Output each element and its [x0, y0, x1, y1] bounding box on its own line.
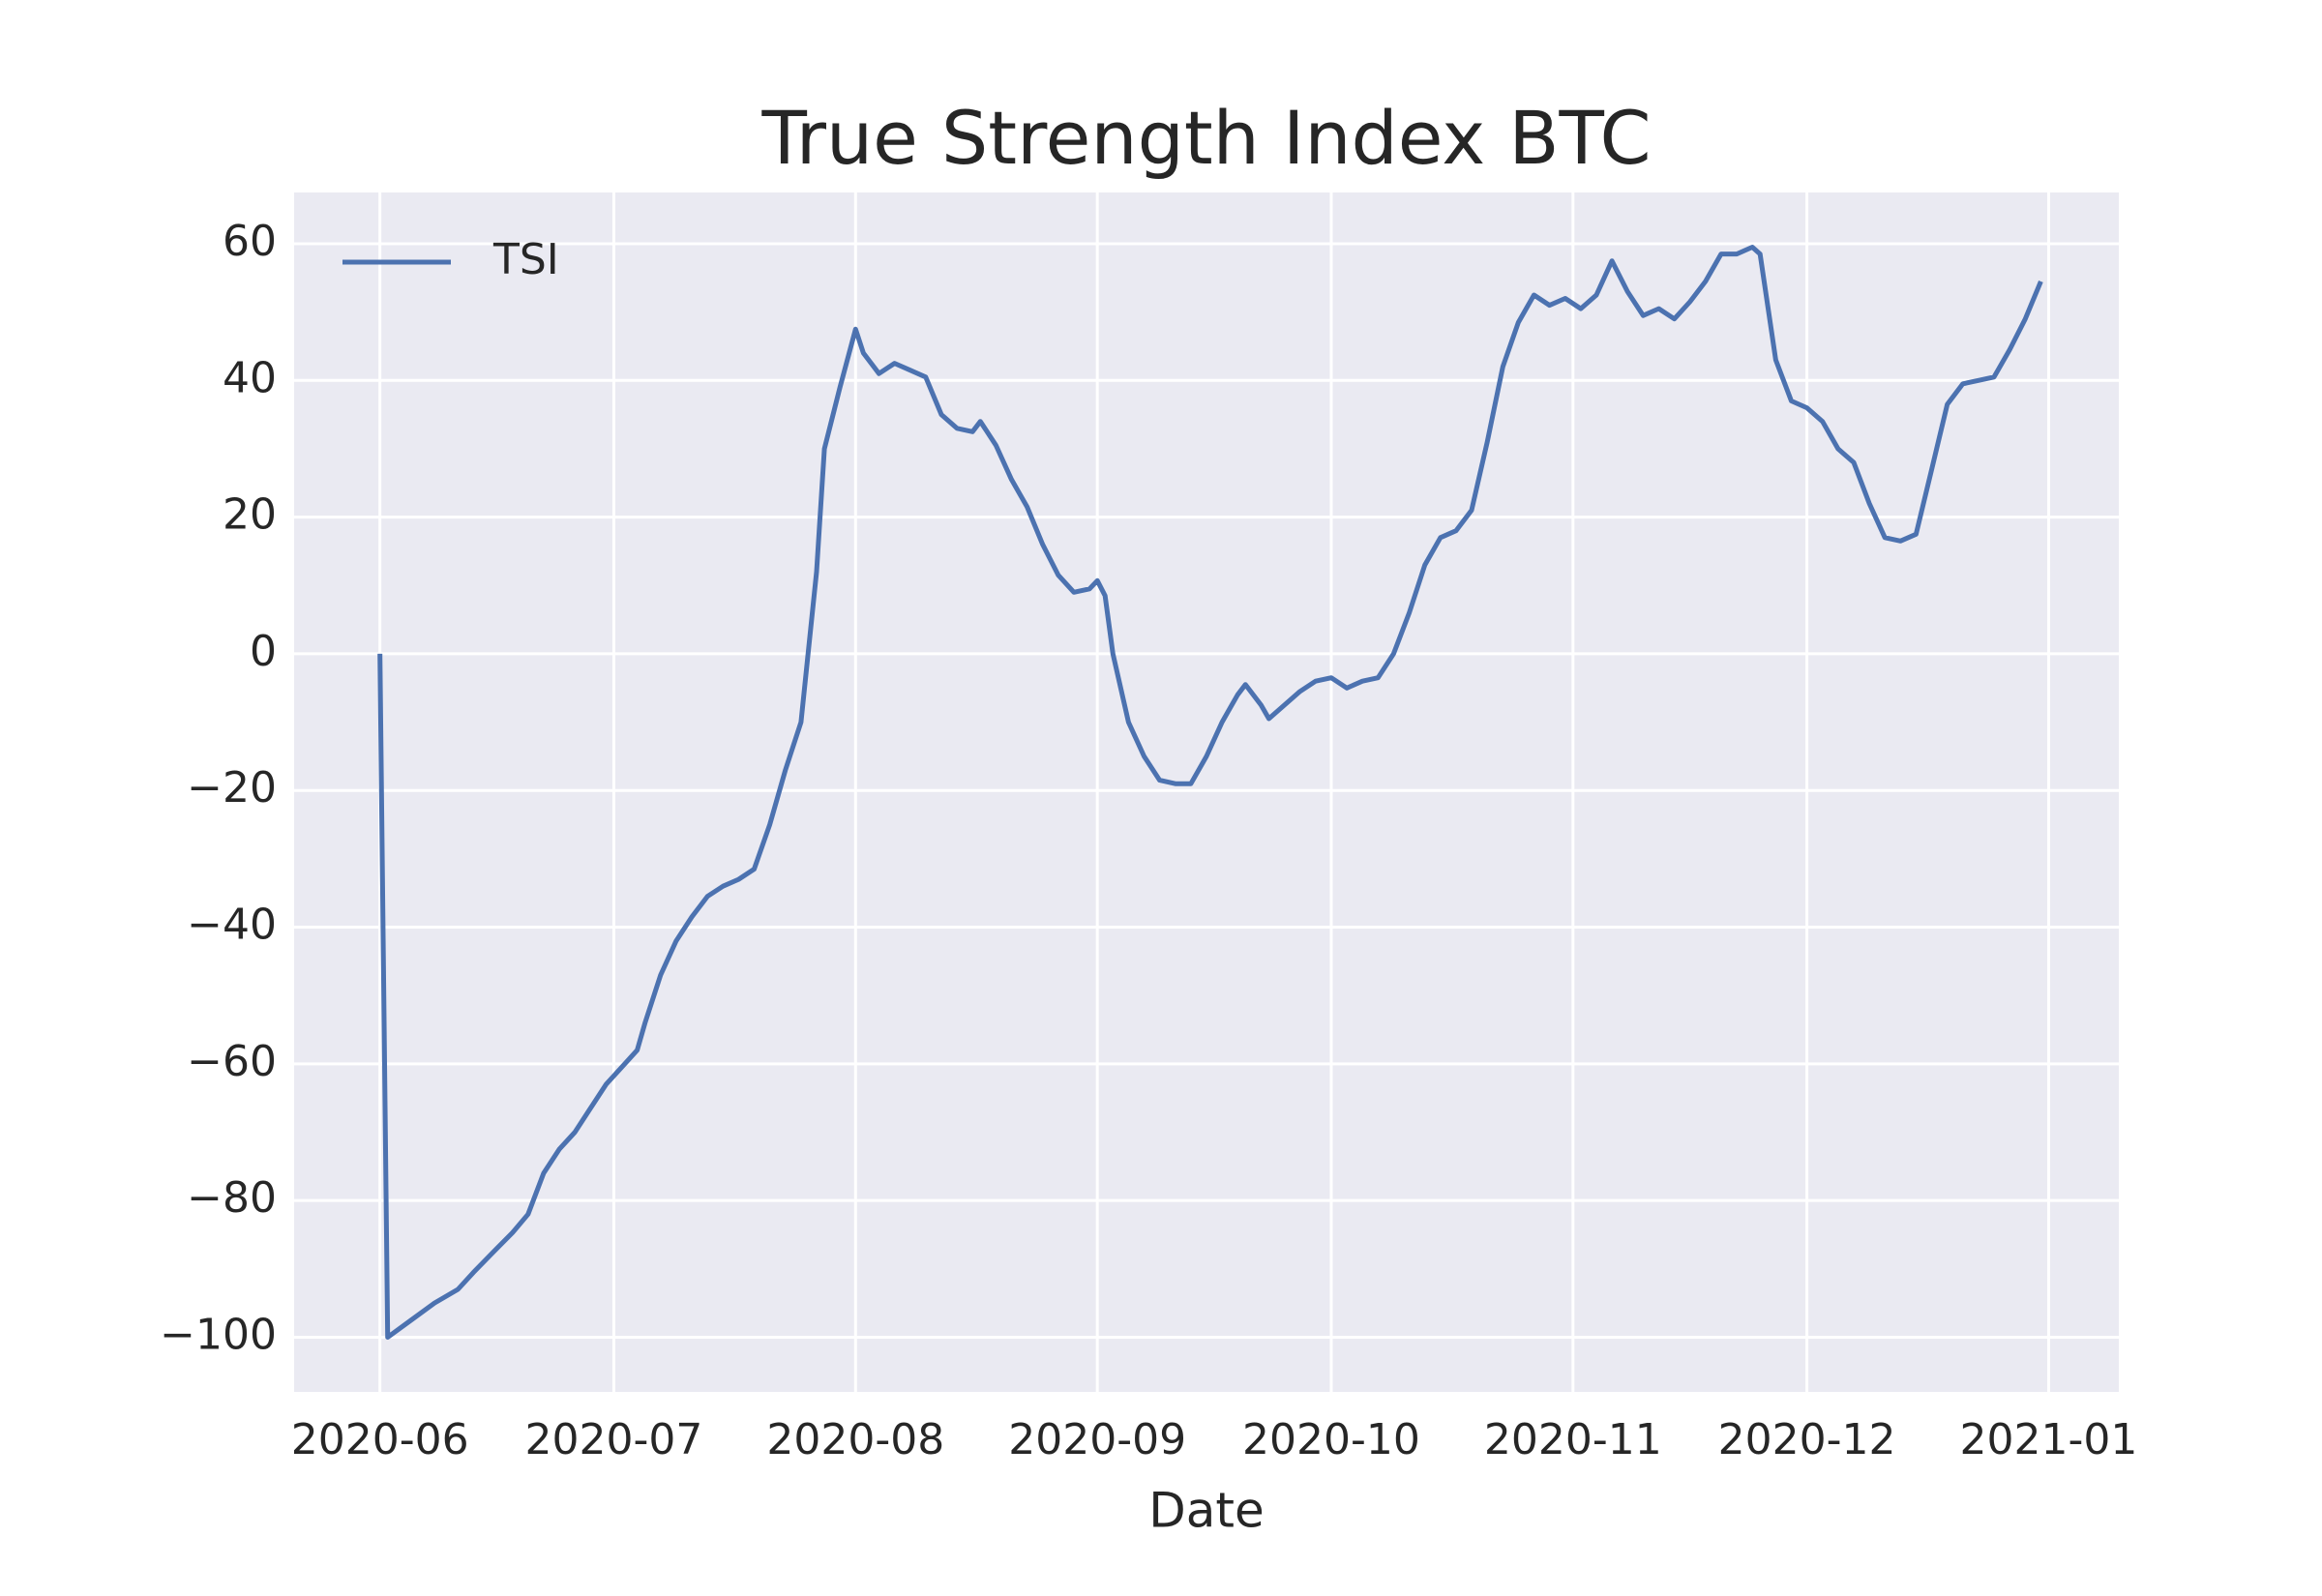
- y-tick-label: −20: [187, 763, 277, 813]
- y-tick-label: 60: [223, 217, 277, 266]
- x-tick-label: 2020-09: [1008, 1415, 1186, 1464]
- y-tick-label: −100: [160, 1310, 277, 1359]
- y-tick-label: 0: [250, 627, 277, 676]
- y-tick-label: 20: [223, 490, 277, 540]
- y-tick-label: −60: [187, 1037, 277, 1086]
- legend-label: TSI: [492, 235, 559, 284]
- x-axis-label: Date: [1148, 1483, 1265, 1539]
- y-tick-label: 40: [223, 353, 277, 402]
- x-tick-label: 2020-06: [291, 1415, 469, 1464]
- x-tick-label: 2020-07: [525, 1415, 703, 1464]
- y-tick-label: −80: [187, 1173, 277, 1223]
- chart-title: True Strength Index BTC: [760, 95, 1651, 181]
- line-series: [377, 245, 2043, 1340]
- x-tick-label: 2020-11: [1484, 1415, 1662, 1464]
- x-tick-label: 2020-12: [1718, 1415, 1896, 1464]
- x-tick-label: 2020-08: [766, 1415, 944, 1464]
- x-tick-label: 2021-01: [1960, 1415, 2138, 1464]
- y-tick-label: −40: [187, 901, 277, 950]
- plot-area: [294, 192, 2119, 1392]
- x-tick-label: 2020-10: [1242, 1415, 1420, 1464]
